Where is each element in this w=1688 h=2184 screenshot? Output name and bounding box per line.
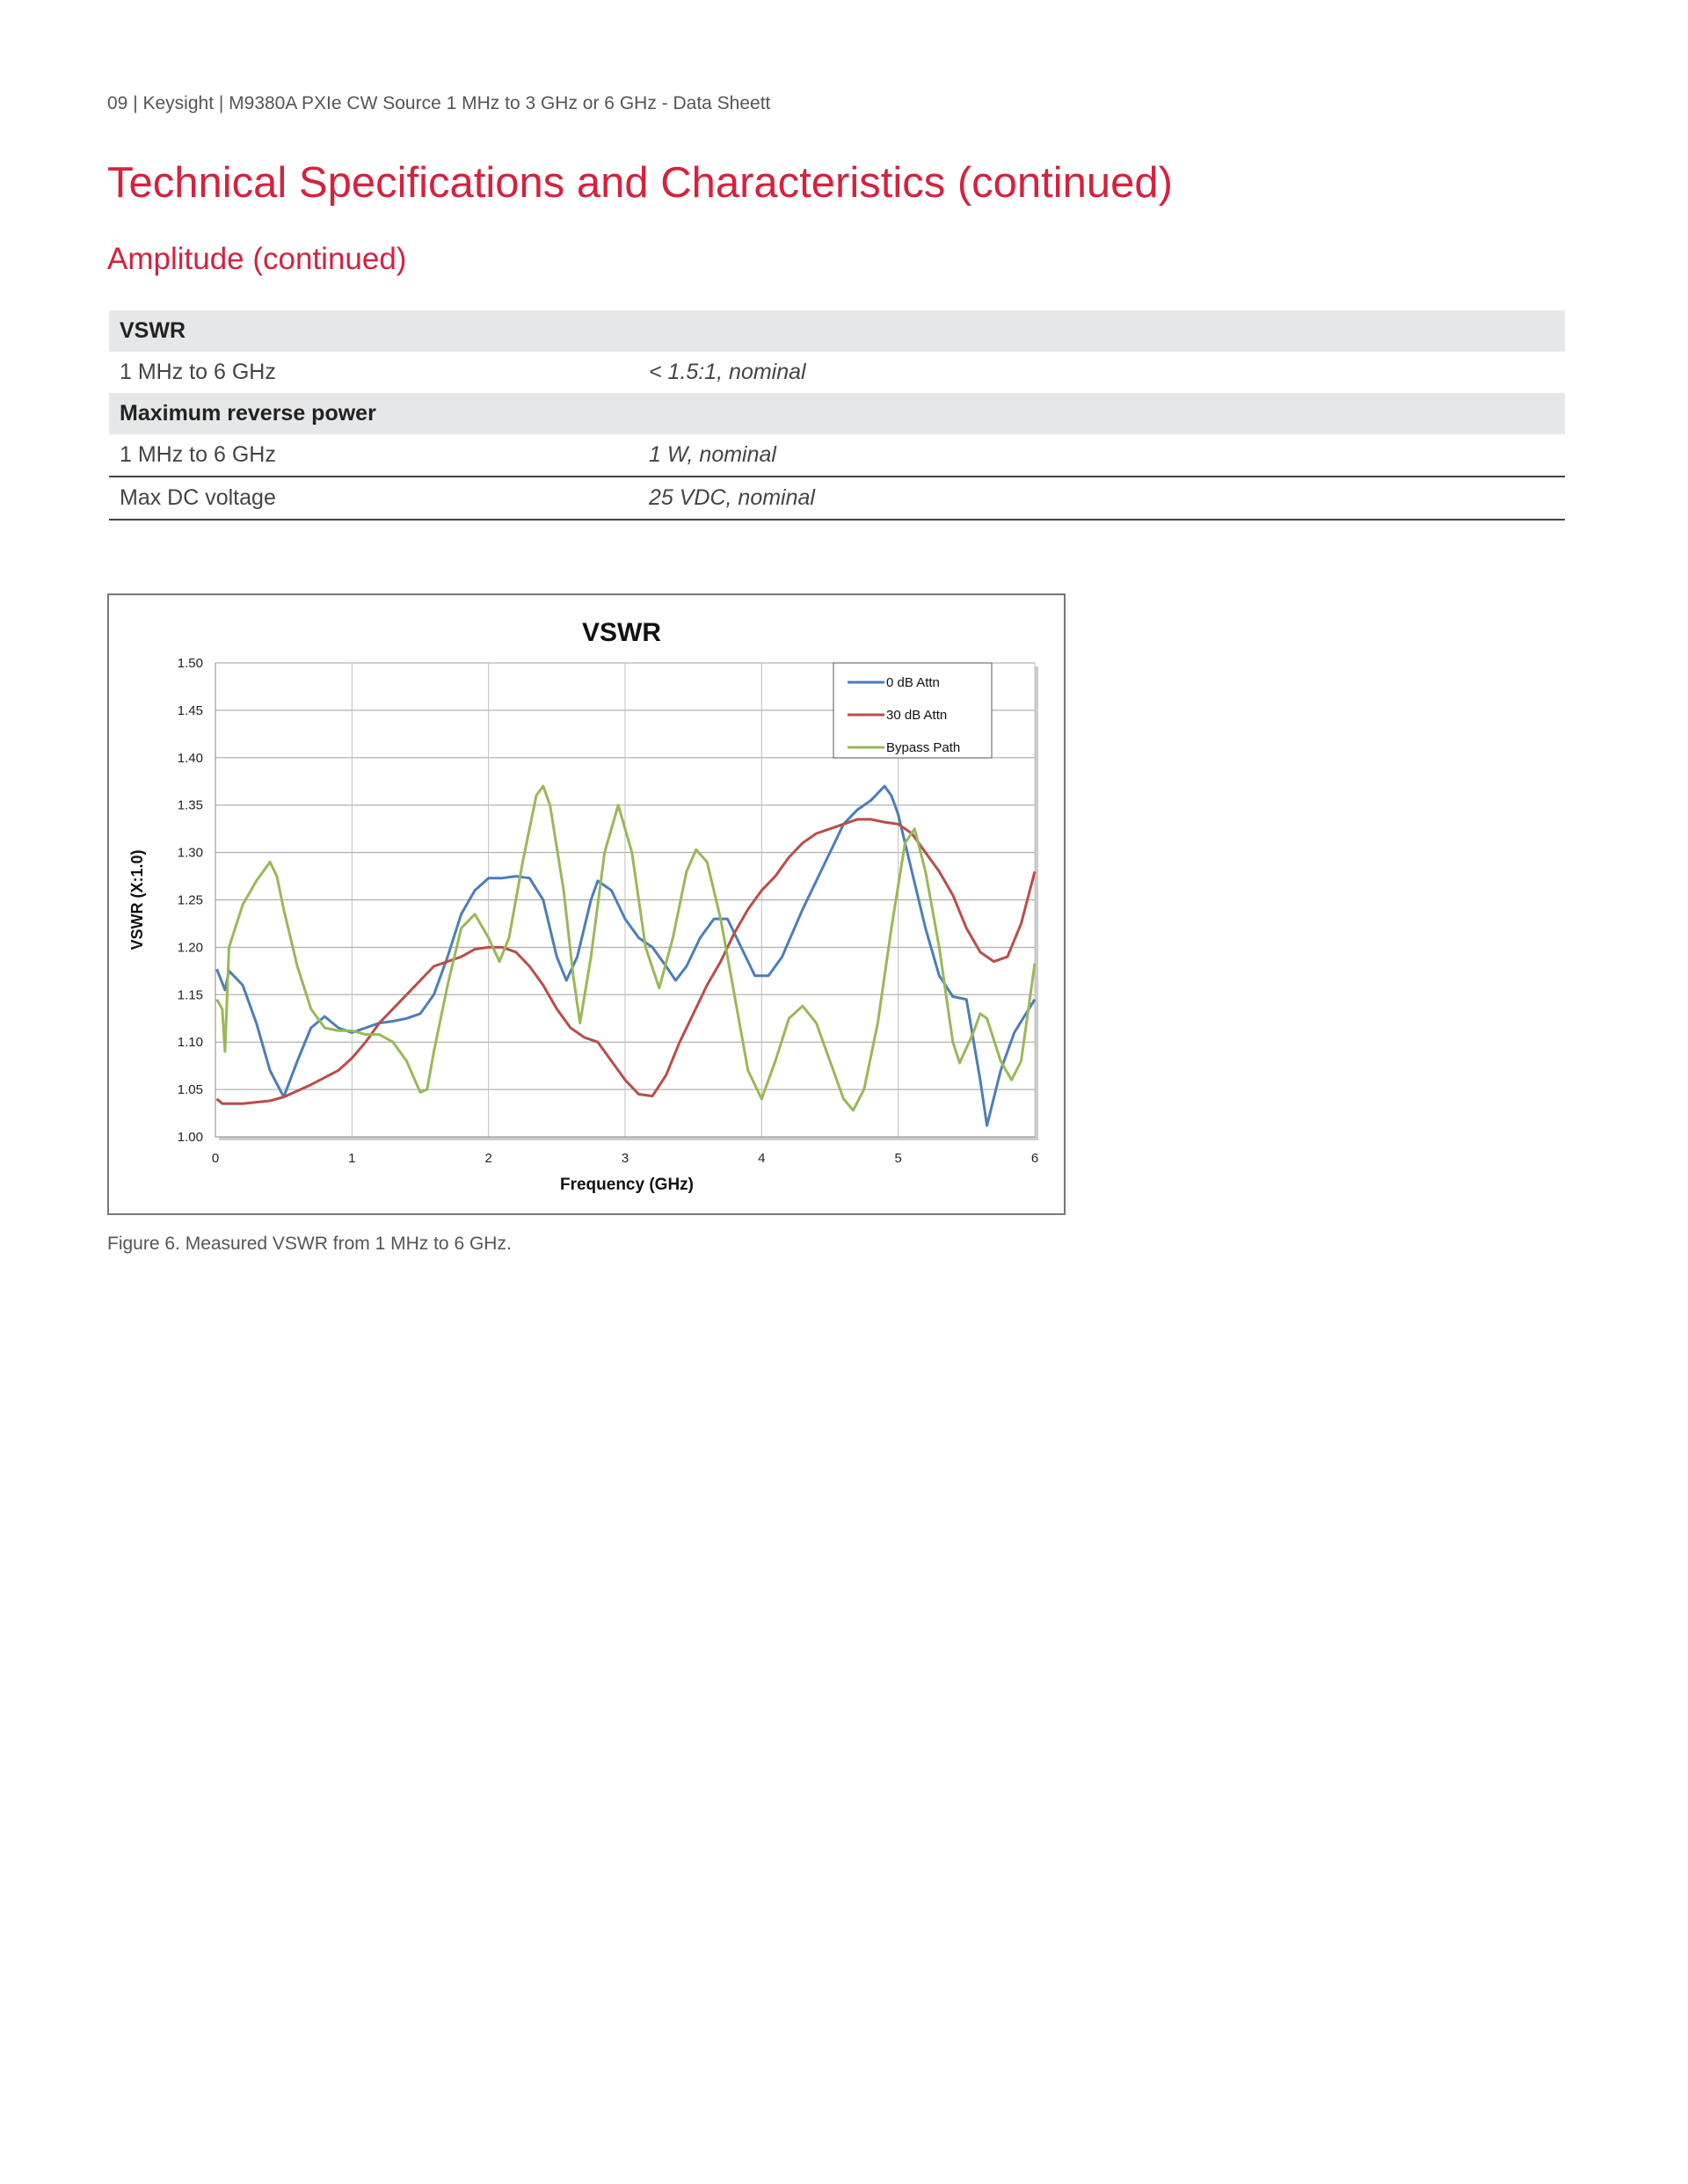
- section-subtitle: Amplitude (continued): [107, 242, 407, 276]
- row-value: 25 VDC, nominal: [638, 477, 1565, 521]
- section-heading: Maximum reverse power: [109, 393, 1565, 434]
- y-tick-label: 1.00: [178, 1130, 203, 1145]
- y-tick-label: 1.20: [178, 940, 203, 955]
- row-label: 1 MHz to 6 GHz: [109, 434, 638, 477]
- figure-caption: Figure 6. Measured VSWR from 1 MHz to 6 …: [107, 1234, 512, 1254]
- table-row: Max DC voltage 25 VDC, nominal: [109, 477, 1565, 521]
- row-value: < 1.5:1, nominal: [649, 360, 806, 384]
- x-tick-label: 5: [894, 1151, 901, 1166]
- y-tick-label: 1.15: [178, 987, 203, 1002]
- legend-label: 0 dB Attn: [886, 675, 940, 690]
- row-value: 1 W, nominal: [638, 434, 1565, 477]
- row-label: Max DC voltage: [109, 477, 638, 521]
- x-tick-label: 1: [348, 1151, 355, 1166]
- y-tick-label: 1.50: [178, 656, 203, 671]
- x-tick-label: 4: [758, 1151, 765, 1166]
- series-line-2: [215, 784, 1037, 1112]
- page-header: 09 | Keysight | M9380A PXIe CW Source 1 …: [107, 93, 771, 113]
- table-section-row: Maximum reverse power: [109, 393, 1565, 434]
- section-heading: VSWR: [109, 310, 1565, 352]
- page-title: Technical Specifications and Characteris…: [107, 159, 1173, 207]
- y-axis-label: VSWR (X:1.0): [128, 849, 146, 950]
- x-tick-label: 6: [1031, 1151, 1038, 1166]
- table-row: 1 MHz to 6 GHz 1 W, nominal: [109, 434, 1565, 477]
- table-section-row: VSWR: [109, 310, 1565, 352]
- vswr-chart: 1.00 1.05 1.10 1.15 1.20 1.25 1.30 1.35 1.40 1.45…: [107, 593, 1066, 1215]
- y-tick-label: 1.30: [178, 846, 203, 861]
- y-tick-label: 1.45: [178, 703, 203, 718]
- spec-table: VSWR 1 MHz to 6 GHz < 1.5:1, nominal Maxi…: [109, 310, 1565, 521]
- y-tick-label: 1.25: [178, 893, 203, 908]
- series-line-1: [215, 818, 1037, 1105]
- x-tick-label: 0: [212, 1151, 219, 1166]
- chart-svg: 1.00 1.05 1.10 1.15 1.20 1.25 1.30 1.35 1.40 1.45…: [128, 618, 1038, 1194]
- row-label: 1 MHz to 6 GHz: [120, 360, 276, 384]
- y-tick-label: 1.40: [178, 751, 203, 766]
- y-tick-label: 1.10: [178, 1035, 203, 1050]
- chart-title: VSWR: [582, 618, 661, 647]
- legend-box: [833, 662, 993, 759]
- y-tick-label: 1.05: [178, 1082, 203, 1097]
- table-row: 1 MHz to 6 GHz < 1.5:1, nominal: [109, 352, 1565, 393]
- x-axis-label: Frequency (GHz): [560, 1176, 694, 1194]
- legend-label: 30 dB Attn: [886, 708, 947, 723]
- legend-label: Bypass Path: [886, 740, 960, 755]
- y-tick-label: 1.35: [178, 798, 203, 813]
- x-tick-label: 3: [622, 1151, 629, 1166]
- x-tick-label: 2: [484, 1151, 491, 1166]
